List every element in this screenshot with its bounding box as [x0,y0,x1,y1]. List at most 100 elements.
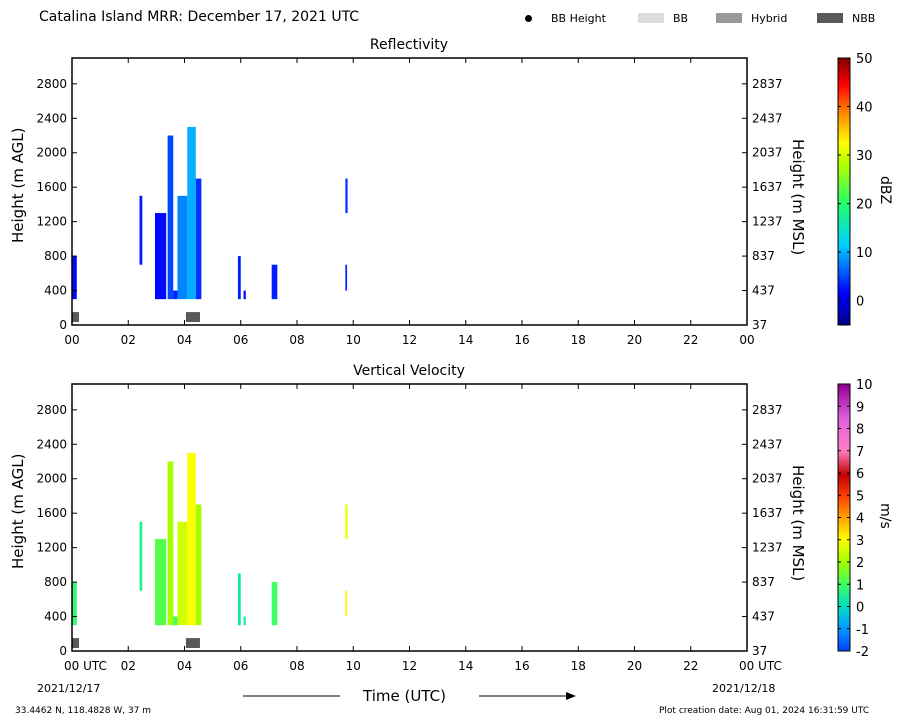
reflectivity-ytick-right-label-5: 2037 [752,146,783,160]
reflectivity-xtick-label-5: 10 [346,333,361,347]
velocity-ytick-right-label-7: 2837 [752,403,783,417]
time-axis-label: Time (UTC) [363,687,446,705]
velocity-colorbar-tick-label-9: 7 [856,445,864,460]
reflectivity-echo-8 [237,256,241,300]
reflectivity-colorbar-tick-label-0: 0 [856,295,864,310]
bb-height-legend-marker [525,15,532,22]
reflectivity-echo-7 [195,178,202,300]
velocity-xtick-label-9: 18 [571,659,586,673]
reflectivity-ytick-label-0: 0 [59,318,67,332]
reflectivity-ytick-right-label-2: 837 [752,249,775,263]
reflectivity-xtick-label-4: 08 [289,333,304,347]
reflectivity-ytick-label-6: 2400 [36,111,67,125]
reflectivity-ytick-right-label-6: 2437 [752,111,783,125]
reflectivity-xtick-label-6: 12 [402,333,417,347]
reflectivity-xtick-label-2: 04 [177,333,192,347]
reflectivity-echo-11 [345,178,348,214]
reflectivity-colorbar-tick-label-5: 50 [856,52,873,67]
velocity-echo-7 [195,504,202,626]
reflectivity-xtick-label-3: 06 [233,333,248,347]
reflectivity-colorbar-tick-label-3: 30 [856,149,873,164]
velocity-ytick-right-label-0: 37 [752,644,767,658]
time-arrow-head [566,692,576,700]
velocity-ytick-label-0: 0 [59,644,67,658]
velocity-xtick-label-5: 10 [346,659,361,673]
reflectivity-bright-band-0 [72,312,80,322]
start-date-label: 2021/12/17 [37,682,101,695]
velocity-echo-10 [271,582,278,626]
velocity-echo-0 [72,582,77,626]
reflectivity-xtick-label-8: 16 [514,333,529,347]
velocity-ytick-label-4: 1600 [36,506,67,520]
velocity-xtick-label-2: 04 [177,659,192,673]
velocity-ytick-right-label-5: 2037 [752,472,783,486]
reflectivity-echo-0 [72,256,77,300]
reflectivity-colorbar-tick-label-1: 10 [856,246,873,261]
velocity-ytick-label-6: 2400 [36,437,67,451]
velocity-xtick-label-6: 12 [402,659,417,673]
reflectivity-echo-4 [173,290,178,300]
velocity-ytick-label-2: 800 [44,575,67,589]
reflectivity-ytick-label-4: 1600 [36,180,67,194]
velocity-colorbar-tick-label-3: 1 [856,578,864,593]
velocity-bright-band-1 [185,638,200,648]
velocity-colorbar-tick-label-1: -1 [856,623,869,638]
velocity-echo-6 [187,452,196,626]
velocity-echo-2 [154,539,167,626]
velocity-colorbar-tick-label-12: 10 [856,378,873,393]
velocity-echo-11 [345,504,348,540]
reflectivity-xtick-label-0: 00 [64,333,79,347]
reflectivity-echo-1 [139,195,143,265]
reflectivity-echo-6 [187,126,196,300]
velocity-ytick-right-label-2: 837 [752,575,775,589]
velocity-echo-8 [237,573,241,626]
reflectivity-echo-5 [177,195,188,300]
end-date-label: 2021/12/18 [712,682,776,695]
reflectivity-xtick-label-11: 22 [683,333,698,347]
velocity-echo-3 [167,461,174,626]
velocity-ytick-label-5: 2000 [36,472,67,486]
velocity-echo-4 [173,616,178,626]
legend-swatch-bb [638,13,664,23]
velocity-ytick-label-7: 2800 [36,403,67,417]
legend-swatch-nbb [817,13,843,23]
reflectivity-ytick-right-label-7: 2837 [752,77,783,91]
reflectivity-ytick-label-5: 2000 [36,146,67,160]
velocity-colorbar-tick-label-8: 6 [856,467,864,482]
reflectivity-colorbar [837,57,851,326]
velocity-colorbar-tick-label-11: 9 [856,400,864,415]
reflectivity-echo-9 [243,290,246,300]
reflectivity-ytick-label-1: 400 [44,284,67,298]
velocity-colorbar-tick-label-6: 4 [856,512,864,527]
legend-label-bb: BB [673,12,689,25]
velocity-colorbar-tick-label-7: 5 [856,489,864,504]
reflectivity-colorbar-tick-label-2: 20 [856,198,873,213]
velocity-xtick-label-11: 22 [683,659,698,673]
page-title: Catalina Island MRR: December 17, 2021 U… [39,9,360,25]
reflectivity-ytick-right-label-0: 37 [752,318,767,332]
velocity-ytick-right-label-4: 1637 [752,506,783,520]
reflectivity-ytick-label-2: 800 [44,249,67,263]
reflectivity-ytick-label-7: 2800 [36,77,67,91]
velocity-colorbar-tick-label-4: 2 [856,556,864,571]
creation-date-note: Plot creation date: Aug 01, 2024 16:31:5… [659,706,870,716]
reflectivity-echo-12 [345,264,348,291]
reflectivity-bright-band-1 [185,312,200,322]
velocity-colorbar-tick-label-2: 0 [856,601,864,616]
reflectivity-panel-title: Reflectivity [369,37,449,53]
reflectivity-echo-3 [167,135,174,300]
velocity-xtick-label-10: 20 [627,659,642,673]
reflectivity-echo-2 [154,213,167,300]
velocity-panel-title: Vertical Velocity [353,363,465,379]
reflectivity-ytick-label-3: 1200 [36,215,67,229]
velocity-ytick-right-label-6: 2437 [752,437,783,451]
velocity-xtick-label-8: 16 [514,659,529,673]
reflectivity-xtick-label-12: 00 [739,333,754,347]
reflectivity-xtick-label-9: 18 [571,333,586,347]
legend-label-hybrid: Hybrid [751,12,788,25]
velocity-ytick-label-1: 400 [44,610,67,624]
velocity-bright-band-0 [72,638,80,648]
velocity-echo-1 [139,521,143,591]
